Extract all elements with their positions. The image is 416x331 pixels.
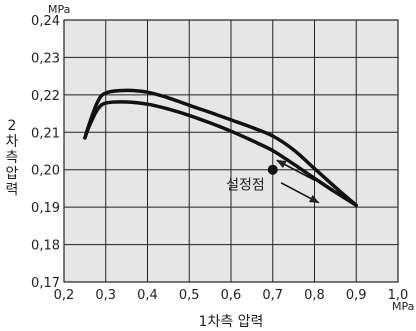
- y-axis-label-char: 차: [6, 134, 19, 150]
- x-tick-label: 0,7: [262, 288, 283, 303]
- y-axis-unit: MPa: [48, 3, 70, 16]
- x-tick-label: 0,4: [137, 288, 158, 303]
- x-tick-label: 0,9: [346, 288, 367, 303]
- y-tick-label: 0,18: [31, 239, 60, 254]
- y-tick-label: 0,19: [31, 201, 60, 216]
- series-line-lower: [83, 100, 358, 208]
- x-tick-label: 1,0: [388, 288, 409, 303]
- y-axis-label-char: 2: [8, 118, 17, 134]
- y-tick-label: 0,21: [31, 126, 60, 141]
- direction-arrow: [280, 182, 320, 204]
- y-tick-label: 0,23: [31, 51, 60, 66]
- y-tick-label: 0,22: [31, 89, 60, 104]
- x-axis-unit: MPa: [392, 300, 414, 313]
- y-axis-label-char: 측: [6, 150, 19, 166]
- y-tick-label: 0,20: [31, 164, 60, 179]
- grid: [64, 20, 398, 282]
- x-axis-ticks: 0,2 0,3 0,4 0,5 0,6 0,7 0,8 0,9 1,0: [54, 288, 409, 303]
- x-axis-label: 1차측 압력: [199, 314, 264, 330]
- y-axis-label-char: 압: [6, 166, 19, 182]
- y-tick-label: 0,17: [31, 276, 60, 291]
- series-line-upper: [83, 88, 358, 208]
- set-point-marker: [267, 164, 278, 175]
- direction-arrow: [276, 159, 315, 181]
- y-axis-ticks: 0,17 0,18 0,19 0,20 0,21 0,22 0,23 0,24: [31, 14, 60, 291]
- series-group: [83, 88, 358, 208]
- y-axis-label-char: 력: [6, 182, 19, 198]
- x-tick-label: 0,5: [179, 288, 200, 303]
- direction-arrows: [276, 159, 320, 204]
- x-tick-label: 0,3: [95, 288, 116, 303]
- x-tick-label: 0,6: [221, 288, 242, 303]
- set-point-label: 설정점: [226, 178, 265, 194]
- x-tick-label: 0,2: [54, 288, 75, 303]
- x-tick-label: 0,8: [304, 288, 325, 303]
- y-tick-label: 0,24: [31, 14, 60, 29]
